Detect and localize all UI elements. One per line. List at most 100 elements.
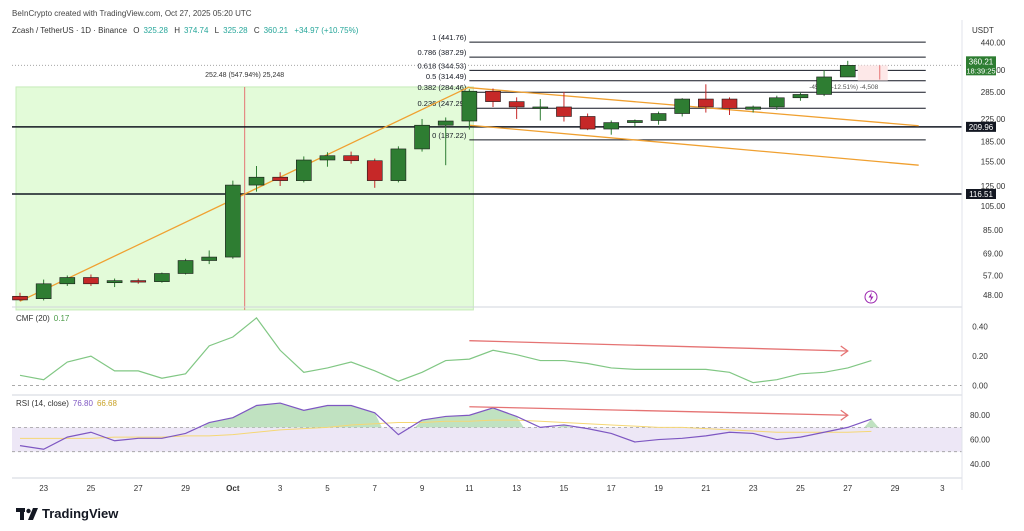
candle [272,172,288,186]
cmf-line [19,317,872,384]
rsi-divergence-line [469,406,848,416]
countdown-tag-text: 18:39:25 [966,66,995,75]
rsi-overbought-fill [414,407,524,428]
time-tick-label: 29 [181,484,190,493]
candle-body [201,256,217,261]
rsi-overbought-fill [556,424,572,428]
candle-body [154,273,170,282]
level-price-tag [966,188,996,199]
candle [12,292,28,302]
price-tick-label: 48.00 [983,291,1004,300]
candle-body [508,101,525,108]
candle [485,88,501,107]
time-tick-label: 25 [86,484,95,493]
candle-body [650,113,667,121]
rsi-legend[interactable]: RSI (14, close) 76.80 66.68 [16,399,117,408]
price-pane: 252.48 (547.94%) 25,248 1 (441.76) 0.786 (… [12,33,962,311]
time-tick-label: 3 [940,484,945,493]
candle [225,180,241,259]
candle-body [83,277,99,285]
tradingview-logo-text: TradingView [42,506,119,521]
candle [83,274,99,286]
time-tick-label: 27 [843,484,852,493]
low-value: 325.28 [223,26,248,35]
time-tick-label: 3 [278,484,283,493]
fib-level-label: 1 (441.76) [432,33,467,42]
time-tick-label: 21 [701,484,710,493]
time-tick-label: 7 [373,484,378,493]
close-value: 360.21 [263,26,289,35]
rsi-divergence-arrowhead [840,409,849,421]
candle [721,97,738,115]
fib-level-label: 0.5 (314.49) [426,72,467,81]
candle [248,165,265,192]
candle-body [225,184,241,258]
cmf-legend[interactable]: CMF (20) 0.17 [16,314,69,323]
candle-body [390,148,407,181]
time-tick-label: 5 [325,484,330,493]
high-label: H [174,26,180,35]
candle-body [343,155,359,162]
trend-line [469,87,919,127]
attribution-text: BeInCrypto created with TradingView.com,… [12,9,252,18]
price-tick-label: 225.00 [981,115,1006,124]
price-tick-label: 440.00 [981,39,1006,48]
cmf-divergence-arrowhead [840,345,849,357]
projection-label: -45.09 (-12.51%) -4,508 [809,84,878,91]
current-price-tag-text: 360.21 [969,57,994,66]
candle [508,97,525,119]
rsi-tick-label: 80.00 [970,411,991,420]
candle [839,60,856,78]
candle [390,146,407,183]
close-label: C [253,26,260,35]
candle-body [698,98,714,108]
low-label: L [214,26,220,35]
cmf-tick-label: 0.20 [972,352,988,361]
candle [650,111,667,125]
price-tick-label: 155.00 [981,157,1006,166]
time-tick-label: 13 [512,484,521,493]
rsi-pane [12,402,962,453]
cmf-divergence-line [469,340,848,352]
symbol-title[interactable]: Zcash / TetherUS · 1D · Binance [12,26,128,35]
candle-body [461,90,478,122]
rsi-tick-label: 60.00 [970,436,991,445]
candle-body [745,106,761,110]
candle [201,250,217,265]
lightning-icon [864,290,878,304]
candle [437,117,454,166]
high-value: 374.74 [183,26,209,35]
price-tick-label: 57.00 [983,271,1004,280]
rsi-tick-label: 40.00 [970,460,991,469]
currency-unit: USDT [972,26,994,35]
rsi-ma-value: 66.68 [96,399,117,408]
rsi-line [19,402,872,450]
candle-body [12,295,28,301]
time-tick-label: 9 [420,484,425,493]
price-tick-label: 85.00 [983,226,1004,235]
candle-body [59,277,76,285]
candle-body [768,97,785,108]
candle-body [437,120,454,126]
cmf-title: CMF (20) [16,314,50,323]
rsi-overbought-fill [202,403,382,428]
price-tick-label: 185.00 [981,137,1006,146]
candle [627,119,643,127]
candle [579,113,596,131]
projection-box [857,65,888,81]
candle-body [106,280,123,284]
candle-body [556,106,572,117]
candle [130,278,147,284]
time-tick-label: 27 [134,484,143,493]
level-price-tag-text: 209.96 [969,123,994,132]
candle [319,152,336,167]
tradingview-logo[interactable]: TradingView [16,506,118,521]
candle [698,84,714,113]
rsi-title: RSI (14, close) [16,399,69,408]
time-tick-label: 17 [607,484,616,493]
price-tick-label: 69.00 [983,250,1004,259]
candle-body [603,122,620,130]
candle-body [295,159,312,181]
